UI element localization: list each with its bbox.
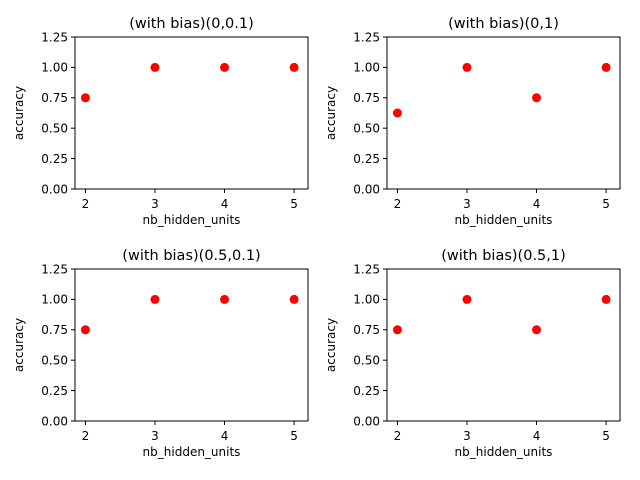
data-point bbox=[601, 294, 611, 304]
y-tick-label: 0.25 bbox=[41, 384, 68, 398]
y-tick-label: 0.25 bbox=[353, 384, 380, 398]
data-point bbox=[532, 325, 542, 335]
x-tick-label: 5 bbox=[602, 197, 610, 211]
subplot-title: (with bias)(0.5,0.1) bbox=[122, 248, 260, 264]
data-point bbox=[220, 294, 230, 304]
y-tick-label: 0.50 bbox=[41, 122, 68, 136]
x-tick-label: 4 bbox=[221, 197, 229, 211]
y-tick-label: 0.75 bbox=[353, 91, 380, 105]
y-axis-label: accuracy bbox=[324, 318, 338, 372]
x-tick-label: 3 bbox=[151, 429, 159, 443]
y-tick-label: 0.50 bbox=[353, 122, 380, 136]
x-tick-label: 2 bbox=[394, 429, 402, 443]
y-tick-label: 0.25 bbox=[41, 152, 68, 166]
y-axis-label: accuracy bbox=[12, 318, 26, 372]
data-point bbox=[150, 294, 160, 304]
y-tick-label: 0.75 bbox=[41, 91, 68, 105]
data-point bbox=[289, 62, 299, 72]
x-tick-label: 4 bbox=[533, 197, 541, 211]
x-axis-label: nb_hidden_units bbox=[143, 213, 241, 227]
data-point bbox=[392, 108, 402, 118]
subplot-title: (with bias)(0.5,1) bbox=[441, 248, 566, 264]
y-tick-label: 1.25 bbox=[41, 30, 68, 44]
plot-frame bbox=[74, 268, 309, 422]
subplot-3: (with bias)(0.5,0.1) 0.00 0.25 0.50 0.75 1.00… bbox=[12, 248, 309, 459]
data-point bbox=[601, 62, 611, 72]
y-tick-label: 1.25 bbox=[353, 262, 380, 276]
y-tick-label: 0.00 bbox=[41, 182, 68, 196]
x-tick-label: 3 bbox=[463, 197, 471, 211]
data-point bbox=[392, 325, 402, 335]
y-tick-label: 1.00 bbox=[41, 61, 68, 75]
x-tick-label: 5 bbox=[290, 197, 298, 211]
y-tick-label: 1.00 bbox=[41, 293, 68, 307]
subplot-2: (with bias)(0,1) 0.00 0.25 0.50 0.75 1.00 1.25… bbox=[324, 16, 621, 227]
data-point bbox=[220, 62, 230, 72]
y-tick-label: 1.25 bbox=[41, 262, 68, 276]
x-axis-label: nb_hidden_units bbox=[455, 445, 553, 459]
y-tick-label: 0.75 bbox=[41, 323, 68, 337]
y-tick-label: 0.75 bbox=[353, 323, 380, 337]
x-tick-label: 4 bbox=[533, 429, 541, 443]
plot-frame bbox=[386, 268, 621, 422]
data-point bbox=[80, 93, 90, 103]
y-tick-label: 1.00 bbox=[353, 61, 380, 75]
x-tick-label: 5 bbox=[290, 429, 298, 443]
x-axis-label: nb_hidden_units bbox=[143, 445, 241, 459]
y-tick-label: 0.00 bbox=[353, 182, 380, 196]
data-point bbox=[532, 93, 542, 103]
y-tick-label: 0.00 bbox=[41, 414, 68, 428]
x-tick-label: 2 bbox=[82, 429, 90, 443]
x-tick-label: 3 bbox=[463, 429, 471, 443]
x-tick-label: 2 bbox=[82, 197, 90, 211]
x-axis-label: nb_hidden_units bbox=[455, 213, 553, 227]
y-axis-label: accuracy bbox=[12, 86, 26, 140]
data-point bbox=[462, 294, 472, 304]
x-tick-label: 3 bbox=[151, 197, 159, 211]
y-tick-label: 0.50 bbox=[353, 354, 380, 368]
subplot-title: (with bias)(0,1) bbox=[448, 16, 559, 32]
data-point bbox=[289, 294, 299, 304]
x-tick-label: 4 bbox=[221, 429, 229, 443]
data-point bbox=[462, 62, 472, 72]
y-tick-label: 0.25 bbox=[353, 152, 380, 166]
subplot-4: (with bias)(0.5,1) 0.00 0.25 0.50 0.75 1.00 1.… bbox=[324, 248, 621, 459]
y-tick-label: 1.25 bbox=[353, 30, 380, 44]
y-tick-label: 1.00 bbox=[353, 293, 380, 307]
x-tick-label: 2 bbox=[394, 197, 402, 211]
subplot-title: (with bias)(0,0.1) bbox=[129, 16, 254, 32]
y-tick-label: 0.00 bbox=[353, 414, 380, 428]
data-point bbox=[150, 62, 160, 72]
y-axis-label: accuracy bbox=[324, 86, 338, 140]
x-tick-label: 5 bbox=[602, 429, 610, 443]
y-tick-label: 0.50 bbox=[41, 354, 68, 368]
subplot-1: (with bias)(0,0.1) 0.00 0.25 0.50 0.75 1.00 1.… bbox=[12, 16, 309, 227]
plot-frame bbox=[386, 36, 621, 190]
data-point bbox=[80, 325, 90, 335]
plot-frame bbox=[74, 36, 309, 190]
